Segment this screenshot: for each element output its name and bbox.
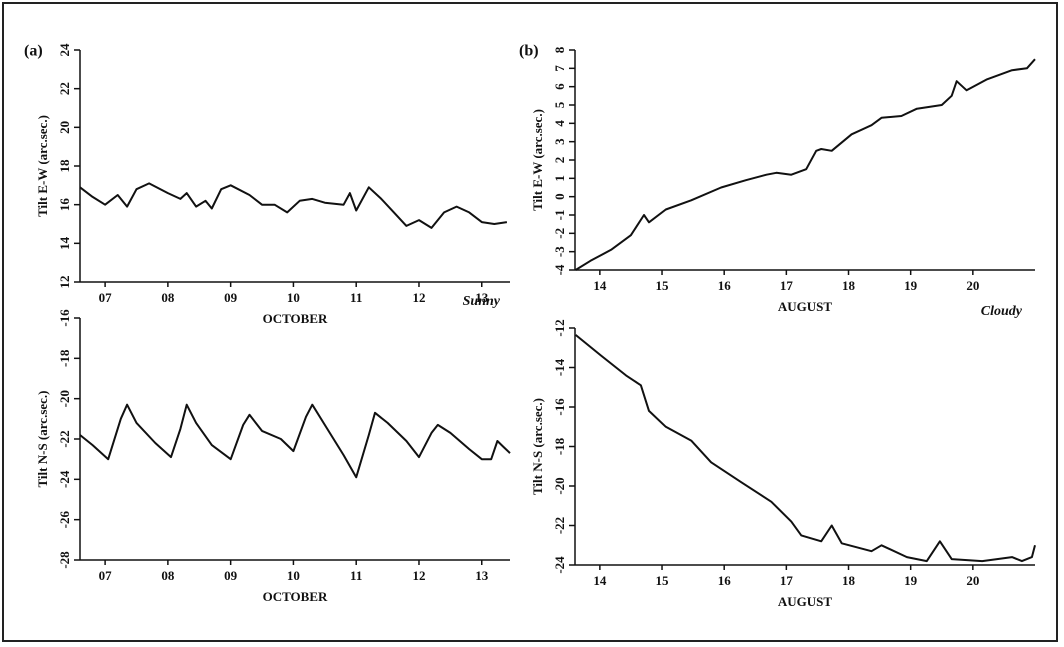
y-tick-label: 12 xyxy=(57,276,72,289)
y-axis-label: Tilt N-S (arc.sec.) xyxy=(35,391,50,488)
x-axis-label: OCTOBER xyxy=(263,589,328,604)
x-tick-label: 15 xyxy=(656,278,670,293)
x-tick-label: 20 xyxy=(966,573,979,588)
y-axis-label: Tilt E-W (arc.sec.) xyxy=(530,109,545,211)
annotation: Sunny xyxy=(463,294,501,309)
y-axis-label: Tilt N-S (arc.sec.) xyxy=(530,398,545,495)
x-tick-label: 13 xyxy=(475,568,489,583)
y-tick-label: -18 xyxy=(552,437,567,455)
y-tick-label: 16 xyxy=(57,198,72,212)
x-tick-label: 07 xyxy=(99,290,113,305)
x-tick-label: 18 xyxy=(842,278,856,293)
y-tick-label: 22 xyxy=(57,82,72,95)
x-axis-label: AUGUST xyxy=(778,594,833,609)
x-tick-label: 17 xyxy=(780,278,794,293)
y-tick-label: -28 xyxy=(57,551,72,569)
y-tick-label: -3 xyxy=(552,246,567,257)
y-tick-label: -2 xyxy=(552,228,567,239)
x-tick-label: 12 xyxy=(412,290,425,305)
y-axis-label: Tilt E-W (arc.sec.) xyxy=(35,115,50,217)
y-tick-label: -12 xyxy=(552,319,567,336)
x-tick-label: 13 xyxy=(475,290,489,305)
x-tick-label: 10 xyxy=(287,568,300,583)
x-tick-label: 19 xyxy=(904,278,918,293)
x-tick-label: 11 xyxy=(350,568,362,583)
x-tick-label: 16 xyxy=(718,573,732,588)
y-tick-label: -20 xyxy=(552,477,567,494)
y-tick-label: 4 xyxy=(552,120,567,127)
x-tick-label: 09 xyxy=(224,290,238,305)
x-tick-label: 19 xyxy=(904,573,918,588)
x-axis-label: OCTOBER xyxy=(263,311,328,326)
panel-label: (b) xyxy=(519,43,539,60)
x-tick-label: 15 xyxy=(656,573,670,588)
y-tick-label: -16 xyxy=(57,309,72,327)
x-tick-label: 16 xyxy=(718,278,732,293)
data-line xyxy=(574,334,1036,563)
y-tick-label: 0 xyxy=(552,193,567,200)
x-tick-label: 08 xyxy=(161,290,175,305)
y-tick-label: 18 xyxy=(57,159,72,173)
x-tick-label: 12 xyxy=(412,568,425,583)
y-tick-label: -26 xyxy=(57,511,72,529)
data-line xyxy=(575,58,1036,271)
y-tick-label: 14 xyxy=(57,236,72,250)
x-tick-label: 20 xyxy=(966,278,979,293)
y-tick-label: -1 xyxy=(552,210,567,221)
panel-label: (a) xyxy=(24,43,43,60)
y-tick-label: 1 xyxy=(552,175,567,182)
x-tick-label: 08 xyxy=(161,568,175,583)
x-tick-label: 11 xyxy=(350,290,362,305)
x-tick-label: 10 xyxy=(287,290,300,305)
y-tick-label: -22 xyxy=(552,517,567,534)
y-tick-label: -20 xyxy=(57,390,72,407)
data-line xyxy=(79,182,508,229)
y-tick-label: 6 xyxy=(552,83,567,90)
x-tick-label: 14 xyxy=(593,278,607,293)
y-tick-label: -24 xyxy=(552,556,567,574)
y-tick-label: 20 xyxy=(57,121,72,134)
y-tick-label: 5 xyxy=(552,101,567,108)
x-tick-label: 18 xyxy=(842,573,856,588)
x-tick-label: 17 xyxy=(780,573,794,588)
y-tick-label: 7 xyxy=(552,65,567,72)
x-tick-label: 09 xyxy=(224,568,238,583)
y-tick-label: -18 xyxy=(57,349,72,367)
y-tick-label: -16 xyxy=(552,398,567,416)
y-tick-label: 3 xyxy=(552,138,567,145)
y-tick-label: 8 xyxy=(552,46,567,53)
data-line xyxy=(79,403,511,479)
x-tick-label: 07 xyxy=(99,568,113,583)
y-tick-label: 2 xyxy=(552,157,567,164)
annotation: Cloudy xyxy=(981,304,1023,319)
y-tick-label: 24 xyxy=(57,43,72,57)
x-axis-label: AUGUST xyxy=(778,299,833,314)
y-tick-label: -24 xyxy=(57,470,72,488)
y-tick-label: -22 xyxy=(57,430,72,447)
y-tick-label: -14 xyxy=(552,358,567,376)
x-tick-label: 14 xyxy=(593,573,607,588)
y-tick-label: -4 xyxy=(552,264,567,275)
